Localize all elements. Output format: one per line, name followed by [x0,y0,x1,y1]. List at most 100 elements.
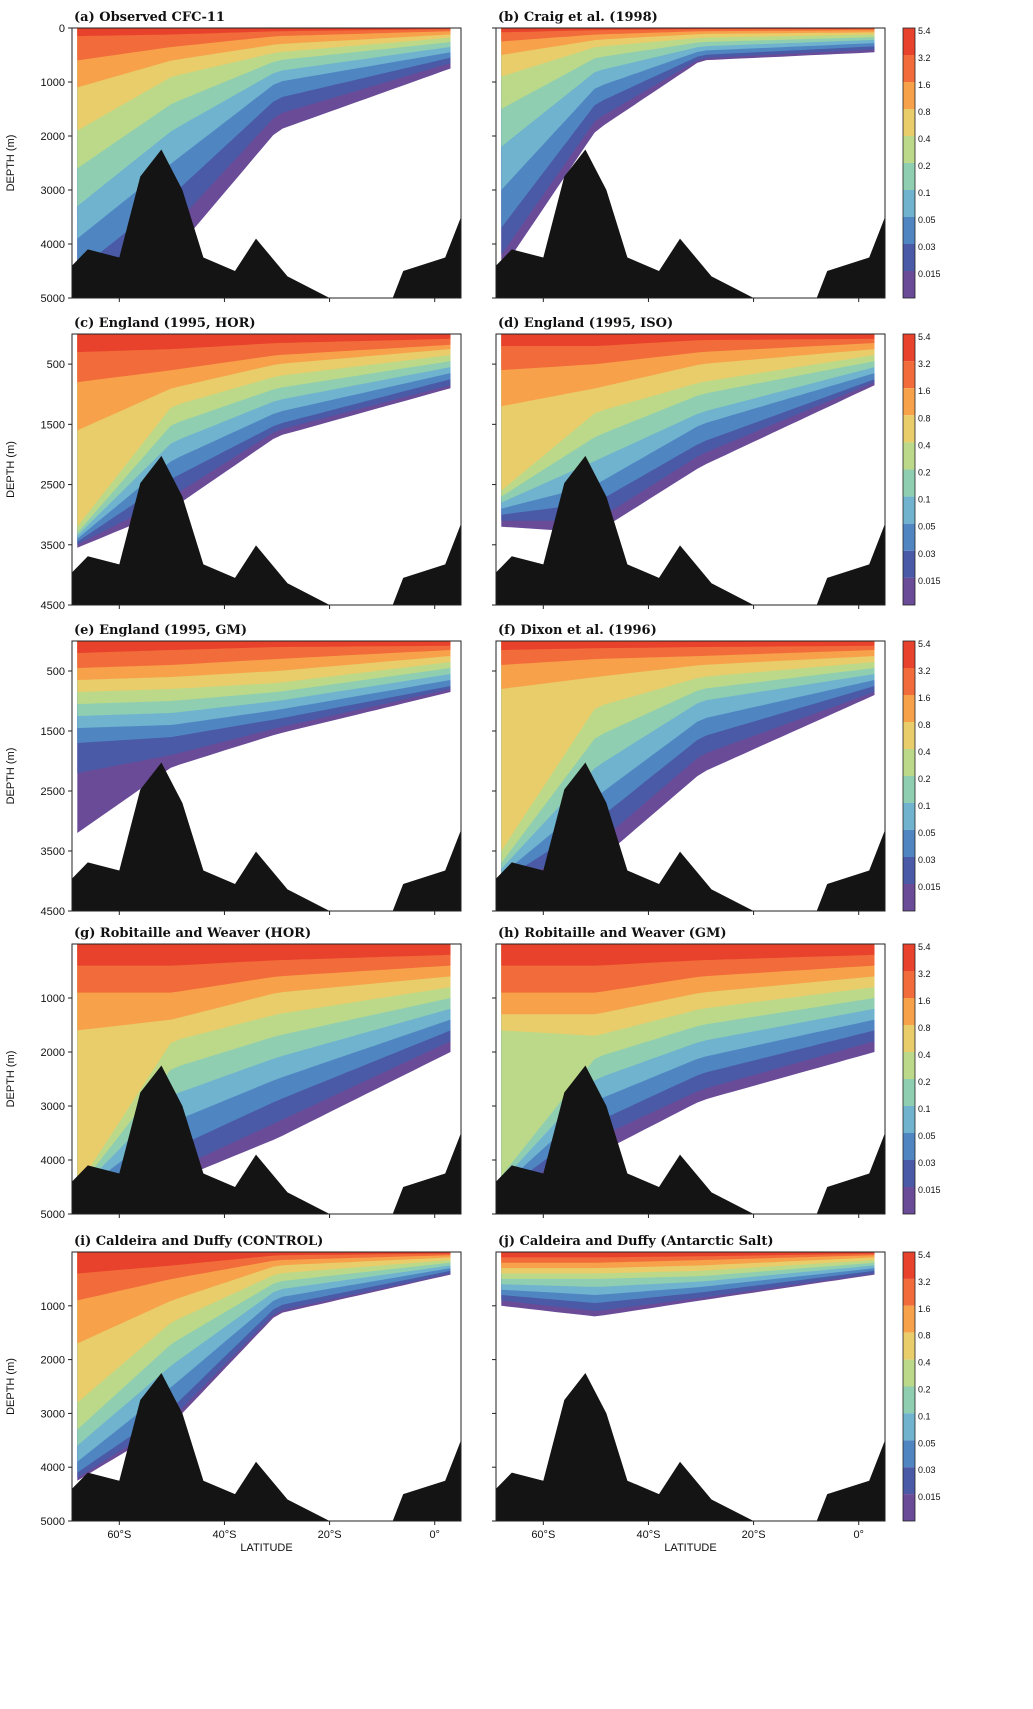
panel: (e) England (1995, GM) 500 1500 2500 3500 450… [5,623,462,918]
colorbar: 5.4 3.2 1.6 0.8 0.4 0.2 0.1 0.05 0.03 0.015 [902,942,941,1215]
colorbar-label: 5.4 [918,942,931,952]
contour-band [77,944,451,966]
colorbar-label: 0.8 [918,1023,931,1033]
colorbar-swatch [903,1413,915,1441]
colorbar-swatch [903,1160,915,1187]
panel: (j) Caldeira and Duffy (Antarctic Salt) 6… [492,1234,886,1554]
colorbar-swatch [903,217,915,244]
colorbar-label: 0.03 [918,549,936,559]
colorbar-label: 0.03 [918,242,936,252]
colorbar-label: 1.6 [918,386,931,396]
bathymetry [72,1373,461,1521]
colorbar-swatch [903,776,915,803]
panel: (a) Observed CFC-11 0 1000 2000 3000 4000 5000… [5,10,462,305]
colorbar-swatch [903,998,915,1025]
contour-band [77,334,451,353]
panel: (d) England (1995, ISO) [492,316,886,609]
y-tick-label: 5000 [41,1209,65,1221]
colorbar-swatch [903,1386,915,1414]
colorbar-swatch [903,1052,915,1079]
y-tick-label: 2000 [41,1355,65,1367]
colorbar-label: 0.4 [918,440,931,450]
colorbar-label: 0.05 [918,1131,936,1141]
colorbar-swatch [903,722,915,749]
y-tick-label: 1000 [41,77,65,89]
x-tick-label: 40°S [636,1529,660,1541]
x-tick-label: 60°S [107,1529,131,1541]
y-tick-label: 4000 [41,1155,65,1167]
panel-frame [71,640,462,912]
y-axis-label: DEPTH (m) [5,1358,17,1415]
panel-frame [495,640,886,912]
colorbar-label: 0.1 [918,1104,931,1114]
colorbar-label: 0.8 [918,413,931,423]
bathymetry [496,1065,885,1214]
colorbar-label: 0.05 [918,828,936,838]
y-axis-label: DEPTH (m) [5,1051,17,1108]
colorbar-swatch [903,388,915,416]
y-tick-label: 3000 [41,1408,65,1420]
colorbar-label: 0.1 [918,495,931,505]
contour-band [77,641,451,653]
colorbar-label: 0.015 [918,576,941,586]
x-axis-label: LATITUDE [664,1542,716,1554]
colorbar-swatch [903,1332,915,1360]
panel-title: (f) Dixon et al. (1996) [498,623,657,638]
colorbar-swatch [903,1440,915,1468]
panel: (i) Caldeira and Duffy (CONTROL) 1000 2000… [5,1234,462,1554]
colorbar-frame [902,943,916,1215]
panel-title: (i) Caldeira and Duffy (CONTROL) [74,1234,323,1249]
colorbar-label: 5.4 [918,26,931,36]
y-tick-label: 2500 [41,786,65,798]
colorbar: 5.4 3.2 1.6 0.8 0.4 0.2 0.1 0.05 0.03 0.015 [902,26,941,299]
colorbar-label: 0.4 [918,1050,931,1060]
contour-band [501,641,875,650]
y-axis-label: DEPTH (m) [5,748,17,805]
colorbar-label: 1.6 [918,693,931,703]
panel-frame [71,333,462,606]
contour-band [501,1252,875,1258]
panel-frame [71,943,462,1215]
panel: (c) England (1995, HOR) 500 1500 2500 3500 45… [5,316,462,612]
y-tick-label: 4500 [41,906,65,918]
colorbar-label: 1.6 [918,1304,931,1314]
x-axis-label: LATITUDE [240,1542,292,1554]
colorbar-label: 0.2 [918,1385,931,1395]
colorbar-swatch [903,1494,915,1521]
bathymetry [72,149,461,298]
colorbar-swatch [903,136,915,163]
colorbar-swatch [903,271,915,298]
colorbar-swatch [903,803,915,830]
colorbar-label: 0.1 [918,801,931,811]
colorbar-swatch [903,668,915,695]
colorbar-swatch [903,550,915,578]
y-tick-label: 1000 [41,1301,65,1313]
contour-band [77,1252,451,1274]
contour-band [501,28,875,109]
colorbar-swatch [903,830,915,857]
colorbar-swatch [903,55,915,82]
panel-title: (g) Robitaille and Weaver (HOR) [74,926,311,941]
colorbar-swatch [903,28,915,55]
panel-frame [495,943,886,1215]
colorbar-frame [902,640,916,912]
panel-title: (d) England (1995, ISO) [498,316,673,331]
contour-band [501,641,875,851]
colorbar-swatch [903,944,915,971]
contour-band [501,944,875,966]
colorbar-swatch [903,857,915,884]
y-axis-label: DEPTH (m) [5,135,17,192]
colorbar-swatch [903,884,915,911]
y-tick-label: 2500 [41,480,65,492]
colorbar-swatch [903,1252,915,1279]
y-tick-label: 5000 [41,293,65,305]
colorbar-label: 0.8 [918,1331,931,1341]
x-tick-label: 40°S [212,1529,236,1541]
contour-band [501,28,875,55]
colorbar-swatch [903,1079,915,1106]
colorbar-swatch [903,82,915,109]
y-tick-label: 1500 [41,419,65,431]
colorbar-label: 0.015 [918,1185,941,1195]
colorbar-label: 1.6 [918,996,931,1006]
colorbar: 5.4 3.2 1.6 0.8 0.4 0.2 0.1 0.05 0.03 0.015 [902,332,941,606]
